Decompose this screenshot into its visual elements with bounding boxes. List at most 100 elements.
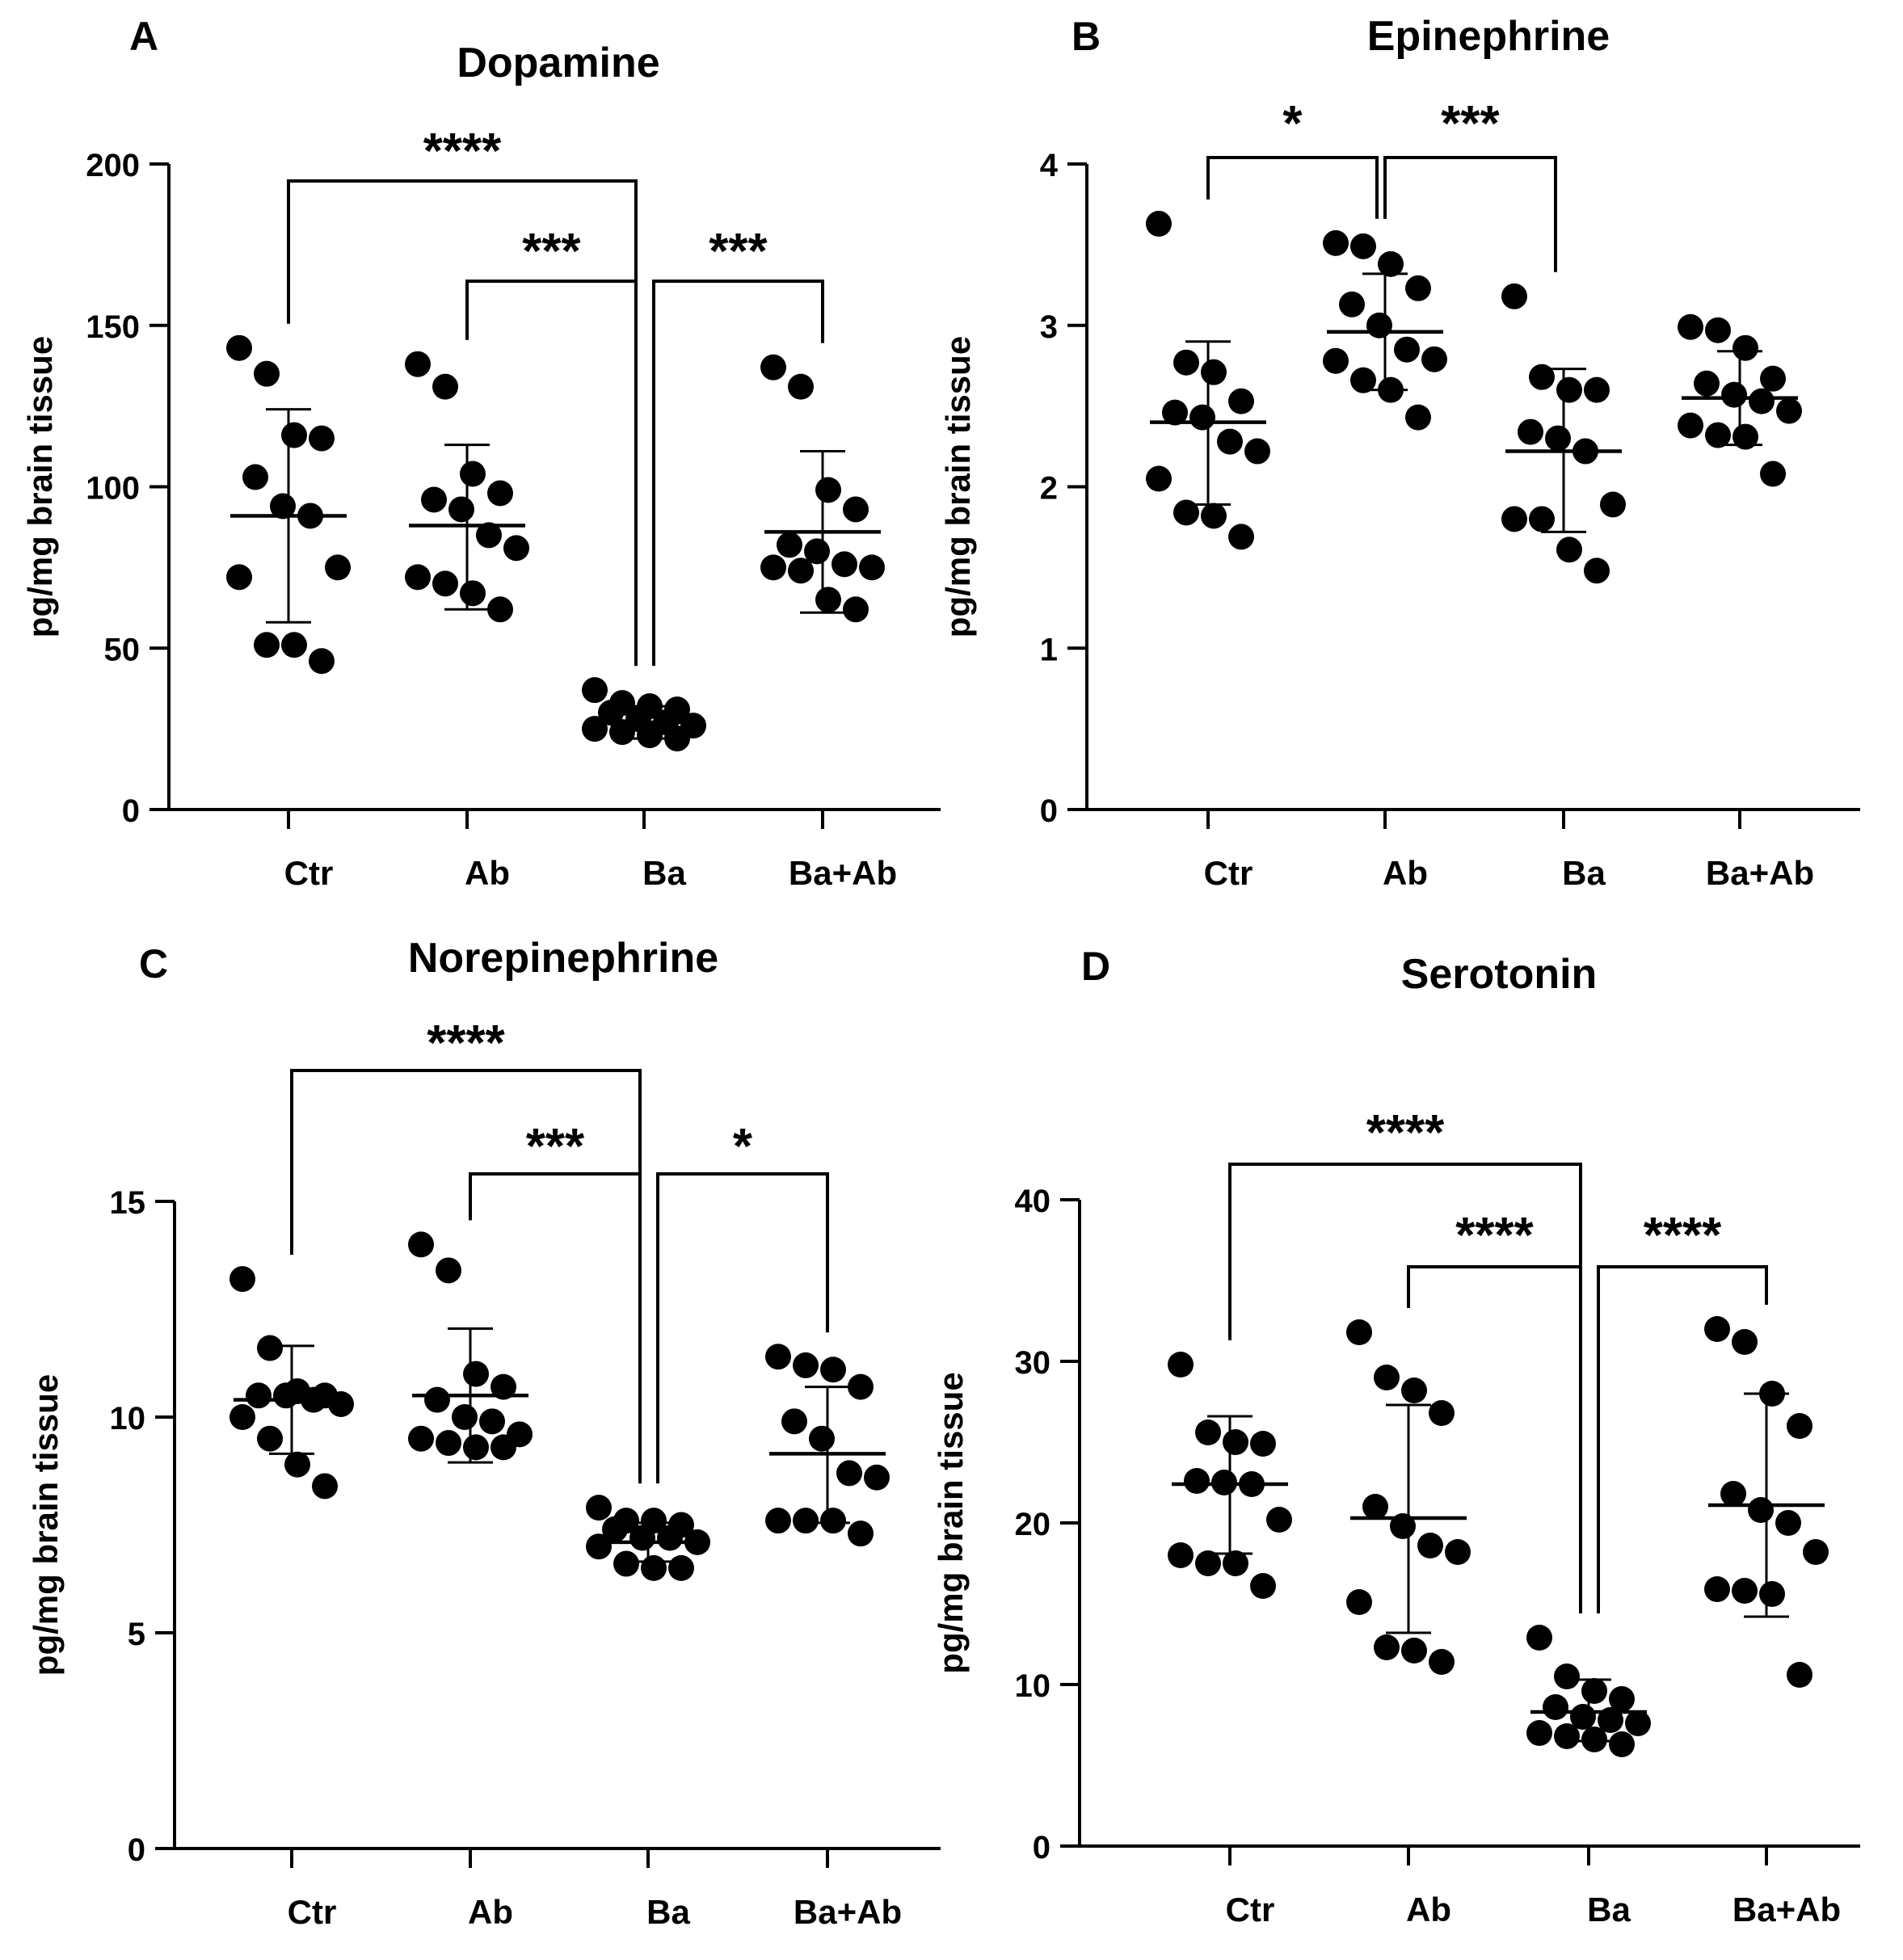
data-point — [1705, 317, 1731, 343]
data-point — [1518, 418, 1543, 445]
data-point — [1678, 412, 1703, 439]
group-ba-plus-ab — [1678, 313, 1802, 487]
data-point — [432, 373, 458, 400]
y-tick-label: 1 — [1040, 632, 1058, 667]
bracket-line — [1597, 1265, 1768, 1613]
data-point — [1445, 1539, 1471, 1565]
data-point — [1394, 336, 1420, 363]
data-point — [1421, 346, 1447, 372]
data-point — [1543, 1694, 1568, 1720]
data-point — [1760, 365, 1786, 392]
significance-bracket: * — [1206, 96, 1379, 219]
data-point — [328, 1390, 354, 1417]
bracket-line — [469, 1172, 642, 1484]
data-point — [254, 632, 280, 658]
data-point — [613, 1550, 639, 1577]
data-point — [1184, 1468, 1210, 1494]
group-ctr — [1168, 1352, 1292, 1599]
data-point — [1526, 1720, 1552, 1746]
data-point — [1694, 370, 1720, 397]
data-point — [586, 1495, 612, 1521]
significance-bracket: *** — [469, 1119, 642, 1484]
y-tick-label: 10 — [110, 1401, 146, 1436]
data-point — [405, 351, 431, 377]
significance-bracket: **** — [1407, 1208, 1582, 1613]
data-point — [229, 1404, 255, 1430]
panel-a: A Dopamine 0 50 100 150 200 pg/mg brain tissue C… — [21, 14, 941, 892]
data-point — [1721, 381, 1747, 408]
data-point — [1223, 1429, 1248, 1455]
data-point — [309, 648, 335, 675]
data-point — [257, 1335, 283, 1361]
data-point — [1162, 399, 1188, 426]
data-point — [421, 486, 447, 513]
data-point — [1401, 1377, 1427, 1403]
data-point — [1526, 1625, 1552, 1651]
data-point — [777, 532, 802, 558]
y-tick-label: 10 — [1015, 1668, 1051, 1704]
group-ba-plus-ab — [760, 354, 885, 623]
data-point — [1776, 397, 1802, 424]
panel-letter: C — [139, 941, 168, 986]
significance-label: *** — [1441, 96, 1500, 152]
data-point — [1609, 1731, 1635, 1757]
y-tick-label: 0 — [128, 1832, 145, 1868]
data-point — [629, 1525, 655, 1551]
data-point — [1429, 1400, 1455, 1426]
data-point — [1749, 388, 1775, 414]
data-point — [760, 554, 786, 581]
data-point — [1189, 404, 1215, 431]
panel-letter: A — [129, 14, 158, 59]
data-point — [843, 496, 869, 523]
data-point — [1346, 1319, 1372, 1345]
group-ba — [1501, 283, 1626, 584]
significance-bracket: **** — [287, 124, 638, 667]
data-point — [1201, 359, 1227, 385]
data-point — [1554, 1663, 1580, 1689]
y-tick-label: 0 — [122, 793, 140, 829]
data-point — [765, 1344, 791, 1370]
data-point — [1350, 233, 1376, 259]
data-point — [1609, 1686, 1635, 1712]
data-point — [1704, 1576, 1730, 1602]
data-point — [1556, 376, 1582, 403]
y-tick-label: 40 — [1015, 1184, 1051, 1219]
bracket-line — [652, 280, 824, 667]
significance-bracket: **** — [1597, 1208, 1768, 1613]
chart-title: Serotonin — [1401, 951, 1598, 998]
data-point — [1556, 536, 1582, 563]
data-point — [1173, 349, 1199, 376]
y-tick-label: 15 — [110, 1185, 146, 1221]
data-point — [788, 373, 814, 400]
significance-label: **** — [427, 1016, 505, 1071]
data-point — [815, 477, 841, 503]
data-point — [668, 1554, 694, 1581]
data-point — [1625, 1710, 1651, 1736]
bracket-line — [656, 1172, 829, 1484]
data-point — [848, 1373, 874, 1400]
data-point — [1228, 388, 1254, 414]
data-point — [765, 1508, 791, 1534]
data-point — [1759, 1581, 1785, 1607]
data-point — [242, 464, 268, 490]
y-tick-label: 5 — [128, 1617, 145, 1652]
data-point — [1429, 1649, 1455, 1675]
data-point — [1266, 1507, 1292, 1533]
data-point — [1705, 422, 1731, 448]
data-point — [1760, 461, 1786, 487]
significance-label: *** — [522, 224, 581, 280]
x-tick-label: Ba — [1562, 854, 1606, 892]
y-tick-label: 30 — [1015, 1345, 1051, 1381]
group-ba — [586, 1495, 710, 1581]
x-tick-label: Ba+Ab — [794, 1893, 902, 1931]
data-point — [1584, 376, 1610, 403]
significance-label: *** — [526, 1119, 585, 1175]
data-point — [582, 716, 608, 742]
data-point — [760, 354, 786, 381]
x-tick-label: Ba+Ab — [1732, 1891, 1841, 1928]
significance-bracket: *** — [465, 224, 638, 667]
data-point — [664, 726, 690, 752]
y-tick-label: 100 — [86, 471, 140, 507]
significance-bracket: *** — [652, 224, 824, 667]
data-point — [1405, 404, 1431, 431]
